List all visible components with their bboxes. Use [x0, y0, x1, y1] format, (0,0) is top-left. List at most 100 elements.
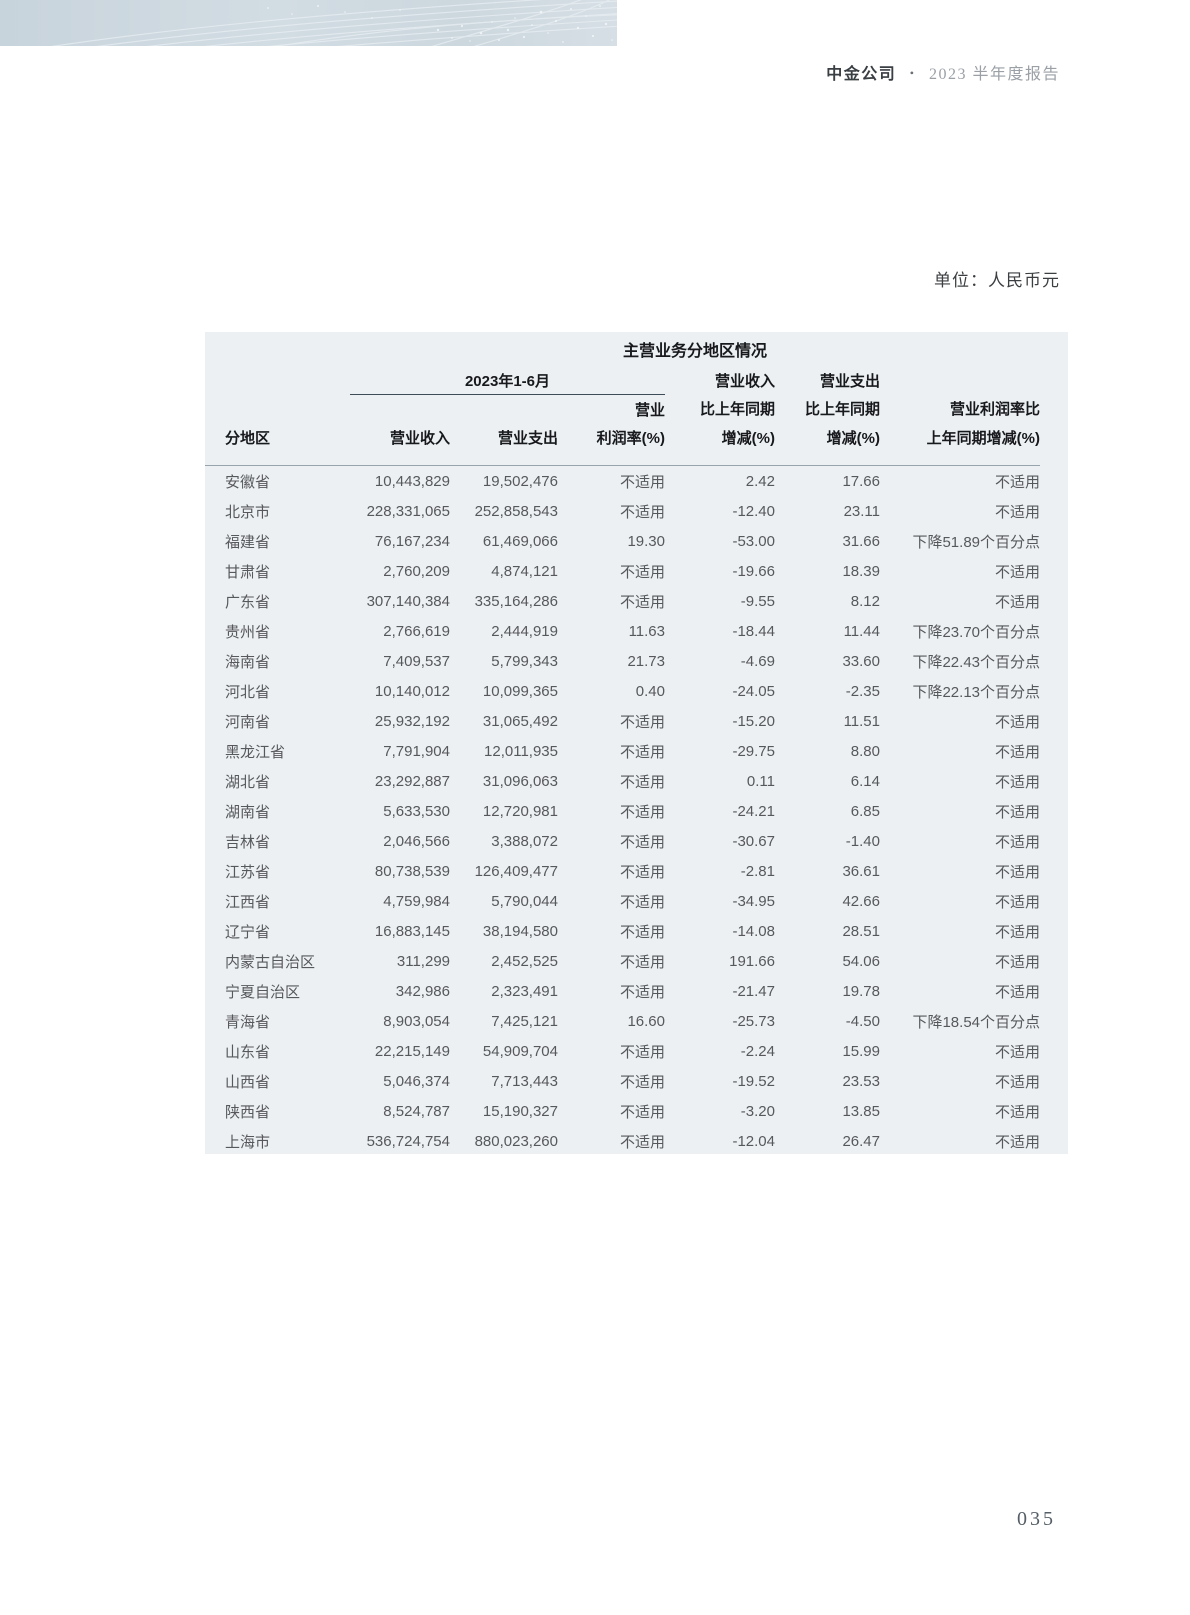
cell-margin-change: 下降23.70个百分点 [912, 623, 1041, 641]
table-row: 青海省 8,903,054 7,425,121 16.60 -25.73 -4.… [205, 1006, 1040, 1036]
table-title: 主营业务分地区情况 [623, 343, 768, 360]
cell-margin: 不适用 [619, 593, 665, 611]
col-header-exp-change-l3: 增减(%) [826, 429, 880, 447]
cell-region: 内蒙古自治区 [225, 953, 316, 971]
cell-exp-change: 8.80 [850, 742, 880, 760]
cell-rev-change: 0.11 [746, 772, 775, 790]
cell-margin: 不适用 [619, 473, 665, 491]
empty-cell [205, 395, 350, 424]
cell-expense: 2,452,525 [491, 952, 558, 970]
cell-margin: 不适用 [619, 1043, 665, 1061]
region-table: 主营业务分地区情况 2023年1-6月 营业收入 营业支出 营业 比上年同期 比… [205, 332, 1041, 1156]
table-row: 福建省 76,167,234 61,469,066 19.30 -53.00 3… [205, 526, 1040, 556]
cell-expense: 15,190,327 [482, 1102, 558, 1120]
cell-margin-change: 不适用 [995, 1133, 1041, 1151]
cell-rev-change: -2.24 [740, 1042, 775, 1060]
cell-expense: 19,502,476 [482, 472, 558, 490]
cell-margin-change: 不适用 [995, 953, 1041, 971]
unit-label: 单位：人民币元 [934, 271, 1060, 290]
cell-region: 福建省 [225, 533, 271, 551]
cell-margin-change: 不适用 [995, 593, 1041, 611]
cell-margin: 不适用 [619, 833, 665, 851]
cell-expense: 126,409,477 [474, 862, 558, 880]
cell-region: 江西省 [225, 893, 271, 911]
cell-exp-change: -2.35 [845, 682, 880, 700]
table-row: 辽宁省 16,883,145 38,194,580 不适用 -14.08 28.… [205, 916, 1040, 946]
cell-revenue: 2,046,566 [383, 832, 450, 850]
table-row: 河北省 10,140,012 10,099,365 0.40 -24.05 -2… [205, 676, 1040, 706]
cell-revenue: 80,738,539 [374, 862, 450, 880]
cell-expense: 54,909,704 [482, 1042, 558, 1060]
cell-expense: 10,099,365 [482, 682, 558, 700]
cell-rev-change: -2.81 [740, 862, 775, 880]
empty-cell [450, 395, 558, 424]
cell-rev-change: 191.66 [729, 952, 775, 970]
cell-revenue: 342,986 [395, 982, 450, 1000]
cell-expense: 31,065,492 [482, 712, 558, 730]
table-row: 江西省 4,759,984 5,790,044 不适用 -34.95 42.66… [205, 886, 1040, 916]
cell-expense: 61,469,066 [482, 532, 558, 550]
cell-revenue: 4,759,984 [383, 892, 450, 910]
table-row: 贵州省 2,766,619 2,444,919 11.63 -18.44 11.… [205, 616, 1040, 646]
cell-margin-change: 不适用 [995, 473, 1041, 491]
cell-margin: 19.30 [627, 532, 665, 550]
cell-region: 江苏省 [225, 863, 271, 881]
cell-revenue: 5,633,530 [383, 802, 450, 820]
cell-expense: 2,444,919 [491, 622, 558, 640]
cell-expense: 12,720,981 [482, 802, 558, 820]
cell-margin-change: 不适用 [995, 923, 1041, 941]
header-rule [205, 451, 1041, 466]
cell-region: 山西省 [225, 1073, 271, 1091]
cell-expense: 31,096,063 [482, 772, 558, 790]
cell-margin: 11.63 [628, 622, 665, 640]
cell-margin-change: 不适用 [995, 713, 1041, 731]
cell-revenue: 307,140,384 [366, 592, 450, 610]
cell-revenue: 22,215,149 [374, 1042, 450, 1060]
cell-margin: 16.60 [627, 1012, 665, 1030]
table-row: 山东省 22,215,149 54,909,704 不适用 -2.24 15.9… [205, 1036, 1040, 1066]
cell-revenue: 76,167,234 [374, 532, 450, 550]
cell-revenue: 16,883,145 [374, 922, 450, 940]
cell-region: 河北省 [225, 683, 271, 701]
cell-rev-change: -15.20 [732, 712, 775, 730]
table-row: 内蒙古自治区 311,299 2,452,525 不适用 191.66 54.0… [205, 946, 1040, 976]
cell-rev-change: -19.66 [732, 562, 775, 580]
cell-margin-change: 下降22.43个百分点 [912, 653, 1041, 671]
table-row: 北京市 228,331,065 252,858,543 不适用 -12.40 2… [205, 496, 1040, 526]
col-header-margin-l1: 营业 [634, 401, 665, 419]
report-title: 2023 半年度报告 [928, 66, 1060, 83]
cell-margin: 不适用 [619, 503, 665, 521]
cell-margin-change: 不适用 [995, 1073, 1041, 1091]
col-header-revenue: 营业收入 [389, 429, 450, 447]
table-row: 陕西省 8,524,787 15,190,327 不适用 -3.20 13.85… [205, 1096, 1040, 1126]
col-header-rev-change-l3: 增减(%) [721, 429, 775, 447]
cell-exp-change: 11.51 [843, 712, 880, 730]
header-line-3: 分地区 营业收入 营业支出 利润率(%) 增减(%) 增减(%) 上年同期增减(… [205, 423, 1040, 451]
cell-exp-change: -4.50 [845, 1012, 880, 1030]
cell-exp-change: 18.39 [842, 562, 880, 580]
cell-region: 海南省 [225, 653, 271, 671]
cell-revenue: 2,760,209 [383, 562, 450, 580]
cell-expense: 5,790,044 [491, 892, 558, 910]
page-number: 035 [1017, 1508, 1056, 1530]
cell-margin: 21.73 [627, 652, 665, 670]
table-row: 安徽省 10,443,829 19,502,476 不适用 2.42 17.66… [205, 466, 1040, 497]
cell-margin: 不适用 [619, 803, 665, 821]
cell-region: 山东省 [225, 1043, 271, 1061]
table-row: 甘肃省 2,760,209 4,874,121 不适用 -19.66 18.39… [205, 556, 1040, 586]
cell-rev-change: -24.05 [732, 682, 775, 700]
cell-margin-change: 不适用 [995, 983, 1041, 1001]
header-line-2: 营业 比上年同期 比上年同期 营业利润率比 [205, 395, 1040, 424]
header-rule-line [205, 451, 1041, 466]
cell-rev-change: -9.55 [740, 592, 775, 610]
running-head: 中金公司 • 2023 半年度报告 [826, 60, 1060, 84]
cell-rev-change: -53.00 [732, 532, 775, 550]
cell-exp-change: 8.12 [850, 592, 880, 610]
cell-margin-change: 不适用 [995, 833, 1041, 851]
cell-rev-change: -29.75 [732, 742, 775, 760]
cell-exp-change: -1.40 [845, 832, 880, 850]
cell-revenue: 8,903,054 [383, 1012, 450, 1030]
table-row: 河南省 25,932,192 31,065,492 不适用 -15.20 11.… [205, 706, 1040, 736]
cell-expense: 5,799,343 [491, 652, 558, 670]
cell-revenue: 10,140,012 [374, 682, 450, 700]
